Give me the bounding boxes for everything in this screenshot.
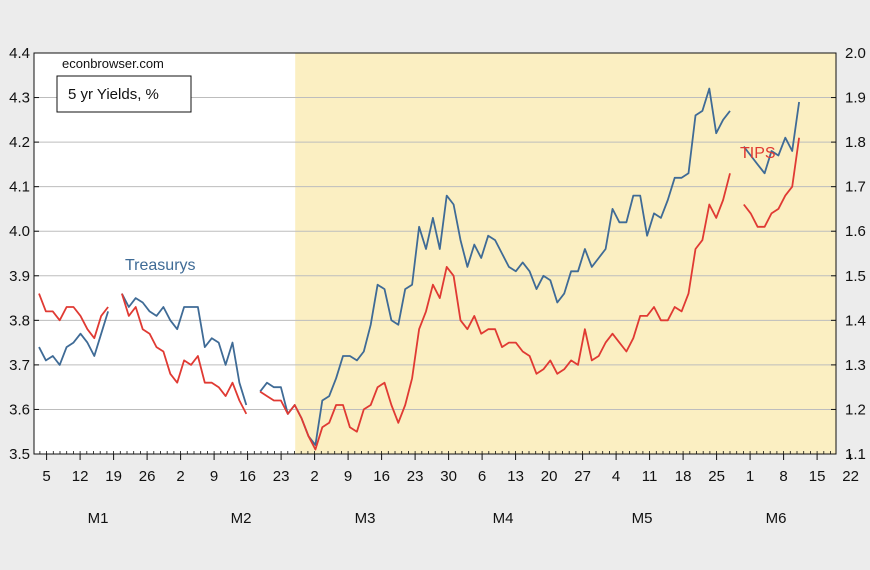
left-tick-label: 3.9 xyxy=(9,268,30,285)
right-tick-label: 1.1 xyxy=(845,446,866,463)
x-tick-label: 20 xyxy=(541,468,558,485)
right-tick-label: 1.2 xyxy=(845,401,866,418)
source-label: econbrowser.com xyxy=(62,56,164,71)
right-tick-label: 1.4 xyxy=(845,312,866,329)
series-line-tips xyxy=(38,137,800,451)
left-tick-label: 4.0 xyxy=(9,223,30,240)
series-lines xyxy=(38,87,800,451)
x-tick-label: 25 xyxy=(708,468,725,485)
x-tick-label: 8 xyxy=(779,468,787,485)
x-tick-label: 11 xyxy=(642,468,658,485)
x-tick-label: 2 xyxy=(310,468,318,485)
x-month-label: M5 xyxy=(632,510,653,527)
x-tick-label: 16 xyxy=(239,468,256,485)
x-tick-label: 23 xyxy=(407,468,424,485)
x-tick-label: 12 xyxy=(72,468,89,485)
left-tick-label: 4.2 xyxy=(9,134,30,151)
x-tick-label: 15 xyxy=(809,468,826,485)
x-tick-label: 1 xyxy=(746,468,754,485)
left-tick-label: 3.8 xyxy=(9,312,30,329)
left-tick-label: 3.7 xyxy=(9,357,30,374)
left-axis: 3.5 3.6 3.7 3.8 3.9 4.0 4.1 4.2 4.3 4.4 xyxy=(9,45,39,463)
x-tick-label: 6 xyxy=(478,468,486,485)
left-tick-label: 3.5 xyxy=(9,446,30,463)
left-tick-label: 4.4 xyxy=(9,45,30,62)
right-tick-label: 1.9 xyxy=(845,90,866,107)
x-tick-label: 19 xyxy=(105,468,122,485)
x-tick-label: 26 xyxy=(139,468,156,485)
left-tick-label: 3.6 xyxy=(9,401,30,418)
right-tick-label: 1.7 xyxy=(845,179,866,196)
title-box xyxy=(56,75,192,113)
x-tick-label: 9 xyxy=(344,468,352,485)
right-tick-label: 1.8 xyxy=(845,134,866,151)
x-month-label: M3 xyxy=(355,510,376,527)
x-tick-label: 18 xyxy=(675,468,692,485)
chart-title: 5 yr Yields, % xyxy=(68,86,159,103)
x-tick-label: 9 xyxy=(210,468,218,485)
x-tick-label: 13 xyxy=(507,468,524,485)
x-tick-label: 5 xyxy=(42,468,50,485)
x-month-label: M6 xyxy=(766,510,787,527)
series-label-treasurys: Treasurys xyxy=(125,257,196,274)
x-tick-label: 30 xyxy=(440,468,457,485)
x-tick-label: 16 xyxy=(373,468,390,485)
series-line-treasurys xyxy=(38,87,800,446)
right-tick-label: 1.6 xyxy=(845,223,866,240)
right-axis: 1.1 1.2 1.3 1.4 1.5 1.6 1.7 1.8 1.9 2.0 xyxy=(831,45,866,463)
x-month-label: M1 xyxy=(88,510,109,527)
series-label-tips: TIPS xyxy=(740,145,776,162)
x-month-label: M2 xyxy=(231,510,252,527)
x-tick-label: 22 xyxy=(842,468,859,485)
right-tick-label: 1.5 xyxy=(845,268,866,285)
right-tick-label: 1.3 xyxy=(845,357,866,374)
x-tick-label: 23 xyxy=(273,468,290,485)
x-month-label: M4 xyxy=(493,510,514,527)
left-tick-label: 4.3 xyxy=(9,90,30,107)
x-axis: 5 12 19 26 2 9 16 23 2 9 16 23 30 6 13 20 27 4 11 18 25 1 8 15 2… xyxy=(39,451,859,527)
shaded-region xyxy=(295,53,836,454)
left-tick-label: 4.1 xyxy=(9,179,30,196)
x-tick-label: 4 xyxy=(612,468,620,485)
x-tick-label: 2 xyxy=(176,468,184,485)
x-tick-label: 27 xyxy=(574,468,591,485)
right-tick-label: 2.0 xyxy=(845,45,866,62)
